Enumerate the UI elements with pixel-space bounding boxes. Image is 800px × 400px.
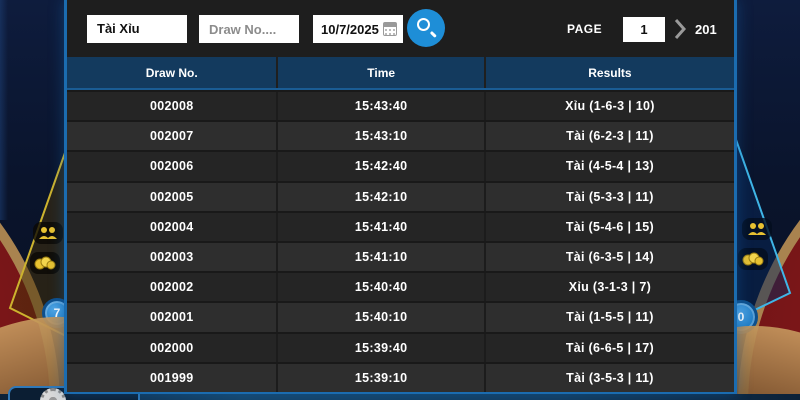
draw-no-cell: 002002 bbox=[67, 273, 279, 302]
filter-bar: Tài Xỉu 10/7/2025 PAGE 201 bbox=[67, 0, 734, 57]
search-button[interactable] bbox=[407, 9, 445, 47]
players-button bbox=[33, 222, 63, 244]
result-cell: Tài (4-5-4 | 13) bbox=[485, 152, 734, 181]
result-cell: Tài (5-4-6 | 15) bbox=[485, 212, 734, 241]
table-row: 002006 15:42:40 Tài (4-5-4 | 13) bbox=[67, 150, 734, 181]
result-cell: Tài (5-3-3 | 11) bbox=[485, 182, 734, 211]
draw-no-cell: 002000 bbox=[67, 333, 279, 362]
result-cell: Xỉu (1-6-3 | 10) bbox=[485, 92, 734, 121]
draw-no-cell: 002006 bbox=[67, 152, 279, 181]
curtain-fold bbox=[0, 0, 8, 220]
result-cell: Tài (6-3-5 | 14) bbox=[485, 243, 734, 272]
draw-no-cell: 002007 bbox=[67, 122, 279, 151]
result-cell: Xỉu (3-1-3 | 7) bbox=[485, 273, 734, 302]
coins-icon bbox=[742, 252, 764, 266]
draw-no-cell: 001999 bbox=[67, 363, 279, 392]
table-row: 002000 15:39:40 Tài (6-6-5 | 17) bbox=[67, 331, 734, 362]
table-row: 002005 15:42:10 Tài (5-3-3 | 11) bbox=[67, 180, 734, 211]
total-pages: 201 bbox=[695, 22, 717, 37]
draw-no-cell: 002008 bbox=[67, 92, 279, 121]
date-value: 10/7/2025 bbox=[321, 21, 379, 37]
chip-icon bbox=[40, 388, 66, 400]
results-table-body: 002008 15:43:40 Xỉu (1-6-3 | 10) 002007 … bbox=[67, 90, 734, 392]
result-cell: Tài (6-2-3 | 11) bbox=[485, 122, 734, 151]
time-cell: 15:43:40 bbox=[278, 92, 486, 121]
result-cell: Tài (1-5-5 | 11) bbox=[485, 303, 734, 332]
table-row: 002004 15:41:40 Tài (5-4-6 | 15) bbox=[67, 210, 734, 241]
page-input[interactable] bbox=[623, 17, 665, 42]
time-cell: 15:41:40 bbox=[278, 212, 486, 241]
chevron-right-icon[interactable] bbox=[673, 18, 687, 40]
bottom-game-bar bbox=[0, 394, 800, 400]
results-modal: Tài Xỉu 10/7/2025 PAGE 201 Draw No. Time… bbox=[64, 0, 737, 394]
time-cell: 15:39:40 bbox=[278, 333, 486, 362]
header-results: Results bbox=[588, 65, 632, 80]
table-row: 002008 15:43:40 Xỉu (1-6-3 | 10) bbox=[67, 90, 734, 121]
calendar-icon bbox=[383, 22, 397, 36]
players-icon bbox=[39, 227, 57, 239]
table-row: 002002 15:40:40 Xỉu (3-1-3 | 7) bbox=[67, 271, 734, 302]
table-row: 002001 15:40:10 Tài (1-5-5 | 11) bbox=[67, 301, 734, 332]
draw-no-cell: 002005 bbox=[67, 182, 279, 211]
magnifier-icon bbox=[417, 18, 430, 31]
draw-no-cell: 002001 bbox=[67, 303, 279, 332]
time-cell: 15:42:40 bbox=[278, 152, 486, 181]
time-cell: 15:43:10 bbox=[278, 122, 486, 151]
chips-button bbox=[30, 252, 60, 274]
time-cell: 15:41:10 bbox=[278, 243, 486, 272]
table-row: 001999 15:39:10 Tài (3-5-3 | 11) bbox=[67, 361, 734, 392]
coins-icon bbox=[34, 256, 56, 270]
header-time: Time bbox=[278, 57, 486, 88]
page-label: PAGE bbox=[567, 22, 603, 36]
draw-no-cell: 002003 bbox=[67, 243, 279, 272]
players-icon bbox=[748, 223, 766, 235]
table-header: Draw No. Time Results bbox=[67, 57, 734, 90]
table-row: 002003 15:41:10 Tài (6-3-5 | 14) bbox=[67, 241, 734, 272]
time-cell: 15:40:10 bbox=[278, 303, 486, 332]
time-cell: 15:40:40 bbox=[278, 273, 486, 302]
result-cell: Tài (6-6-5 | 17) bbox=[485, 333, 734, 362]
chips-button-right bbox=[738, 248, 768, 270]
date-input[interactable]: 10/7/2025 bbox=[313, 15, 403, 43]
result-cell: Tài (3-5-3 | 11) bbox=[485, 363, 734, 392]
time-cell: 15:39:10 bbox=[278, 363, 486, 392]
header-draw-no: Draw No. bbox=[67, 57, 279, 88]
table-row: 002007 15:43:10 Tài (6-2-3 | 11) bbox=[67, 120, 734, 151]
draw-no-cell: 002004 bbox=[67, 212, 279, 241]
game-select[interactable]: Tài Xỉu bbox=[87, 15, 187, 43]
draw-no-input[interactable] bbox=[199, 15, 299, 43]
players-button-right bbox=[742, 218, 772, 240]
time-cell: 15:42:10 bbox=[278, 182, 486, 211]
